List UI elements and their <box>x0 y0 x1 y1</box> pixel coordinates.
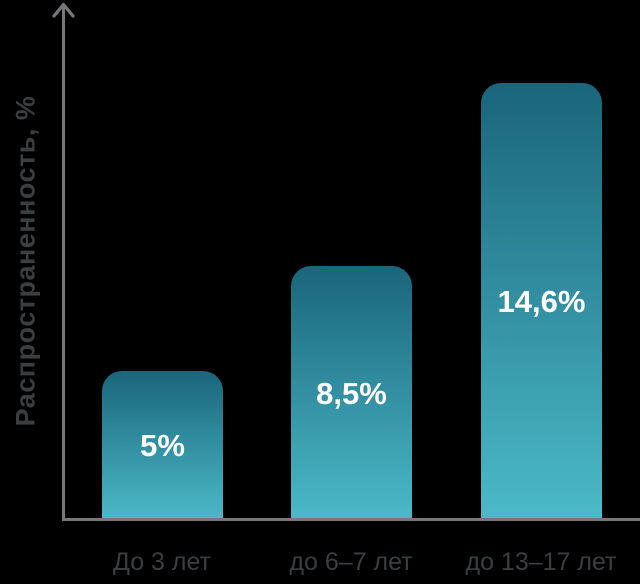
x-tick-label-do-3-let: До 3 лет <box>112 548 212 576</box>
x-tick-label-do-6-7-let: до 6–7 лет <box>289 548 413 576</box>
x-tick-label-do-13-17-let: до 13–17 лет <box>465 548 617 576</box>
y-axis-title: Распространенность, % <box>10 95 41 427</box>
bar-value-label: 14,6% <box>497 284 586 319</box>
bar-do-3-let: 5% <box>102 371 223 521</box>
bar-value-label: 5% <box>140 428 185 463</box>
bar-do-13-17-let: 14,6% <box>481 83 602 521</box>
bar-do-6-7-let: 8,5% <box>291 266 412 521</box>
y-axis-arrow-icon <box>52 2 75 18</box>
bar-value-label: 8,5% <box>316 375 387 411</box>
